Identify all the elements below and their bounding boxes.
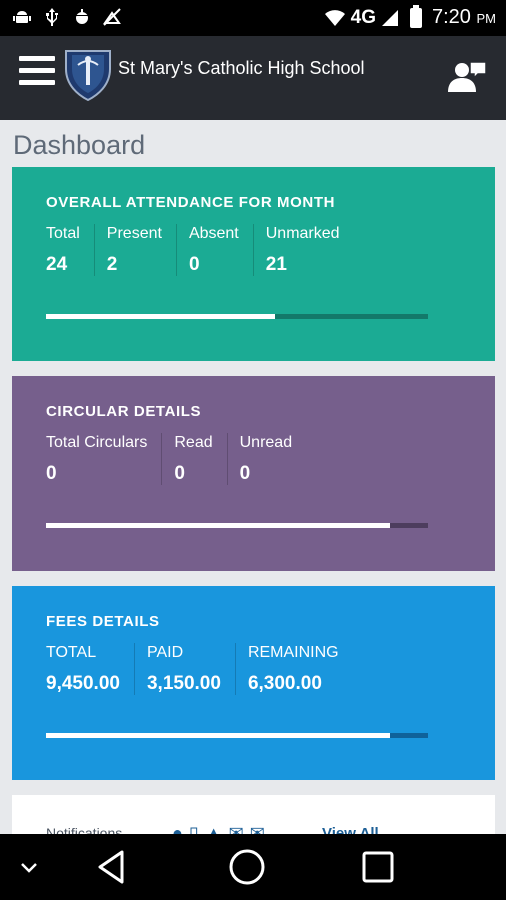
status-bar: 4G 7:20 PM bbox=[0, 0, 506, 36]
circulars-progress-bar bbox=[46, 523, 428, 528]
chevron-down-icon[interactable] bbox=[14, 834, 44, 900]
menu-icon[interactable] bbox=[19, 56, 55, 92]
recents-icon[interactable] bbox=[358, 834, 398, 900]
signal-icon bbox=[382, 9, 398, 26]
stat-label: Absent bbox=[188, 225, 239, 242]
progress-fill bbox=[46, 523, 390, 528]
attendance-card[interactable]: OVERALL ATTENDANCE FOR MONTH Total 24 Pre… bbox=[12, 167, 495, 361]
user-chat-icon[interactable] bbox=[448, 58, 488, 94]
chat-icon[interactable]: ● bbox=[172, 823, 183, 835]
stat-label: Total bbox=[46, 225, 80, 242]
no-hanger-icon bbox=[102, 7, 122, 27]
bell-icon[interactable]: ▲ bbox=[204, 823, 223, 835]
notifications-label: Notifications bbox=[46, 825, 123, 835]
fees-progress-bar bbox=[46, 733, 428, 738]
stat-value: 3,150.00 bbox=[146, 673, 221, 694]
notifications-card[interactable]: Notifications ● ▯ ▲ ✉ ✉ View All bbox=[12, 795, 495, 835]
stat-value: 0 bbox=[46, 463, 57, 484]
stat-label: Unmarked bbox=[265, 225, 340, 242]
stat-label: PAID bbox=[146, 644, 184, 661]
fees-card[interactable]: FEES DETAILS TOTAL 9,450.00 PAID 3,150.00 … bbox=[12, 586, 495, 780]
mail-outline-icon[interactable]: ✉ bbox=[228, 823, 244, 835]
wifi-icon bbox=[324, 9, 345, 26]
school-name: St Mary's Catholic High School bbox=[118, 58, 365, 78]
stat-value: 2 bbox=[106, 254, 118, 275]
network-type: 4G bbox=[350, 6, 376, 28]
stat-label: Total Circulars bbox=[46, 434, 148, 451]
attendance-card-title: OVERALL ATTENDANCE FOR MONTH bbox=[46, 194, 336, 211]
system-nav-bar bbox=[0, 834, 506, 900]
notification-icons bbox=[12, 7, 122, 27]
fees-card-title: FEES DETAILS bbox=[46, 613, 160, 630]
circulars-card-title: CIRCULAR DETAILS bbox=[46, 403, 202, 420]
notification-type-icons: ● ▯ ▲ ✉ ✉ bbox=[172, 823, 265, 835]
app-bar: St Mary's Catholic High School bbox=[0, 36, 506, 120]
stat-label: Read bbox=[174, 434, 213, 451]
mail-icon[interactable]: ✉ bbox=[249, 823, 265, 835]
battery-icon bbox=[410, 4, 422, 28]
fees-stats: TOTAL 9,450.00 PAID 3,150.00 REMAINING 6,30… bbox=[46, 643, 365, 695]
clock-ampm: PM bbox=[476, 11, 497, 26]
circulars-card[interactable]: CIRCULAR DETAILS Total Circulars 0 Read 0 … bbox=[12, 376, 495, 571]
circulars-stat-total: Total Circulars 0 bbox=[46, 433, 163, 485]
stat-value: 24 bbox=[46, 254, 68, 275]
stat-label: Unread bbox=[239, 434, 293, 451]
stat-value: 0 bbox=[174, 463, 185, 484]
stat-label: Present bbox=[106, 225, 162, 242]
home-icon[interactable] bbox=[225, 834, 269, 900]
stat-value: 0 bbox=[239, 463, 251, 484]
attendance-stat-total: Total 24 bbox=[46, 224, 95, 276]
attendance-stat-absent: Absent 0 bbox=[189, 224, 254, 276]
stat-label: REMAINING bbox=[247, 644, 339, 661]
android-debug-icon bbox=[72, 7, 92, 27]
progress-fill bbox=[46, 314, 276, 319]
document-icon[interactable]: ▯ bbox=[188, 823, 199, 835]
page-title: Dashboard bbox=[13, 130, 146, 160]
attendance-stat-unmarked: Unmarked 21 bbox=[266, 224, 354, 276]
fees-stat-remaining: REMAINING 6,300.00 bbox=[248, 643, 353, 695]
stat-value: 9,450.00 bbox=[46, 673, 120, 694]
attendance-stat-present: Present 2 bbox=[107, 224, 177, 276]
circulars-stat-read: Read 0 bbox=[174, 433, 228, 485]
school-crest-logo bbox=[65, 50, 111, 101]
view-all-link[interactable]: View All bbox=[322, 825, 379, 835]
fees-stat-total: TOTAL 9,450.00 bbox=[46, 643, 135, 695]
circulars-stat-unread: Unread 0 bbox=[240, 433, 306, 485]
usb-icon bbox=[42, 7, 62, 27]
attendance-progress-bar bbox=[46, 314, 428, 319]
clock: 7:20 PM bbox=[432, 6, 496, 29]
progress-fill bbox=[46, 733, 390, 738]
circulars-stats: Total Circulars 0 Read 0 Unread 0 bbox=[46, 433, 318, 485]
android-icon bbox=[12, 7, 32, 27]
stat-value: 0 bbox=[188, 254, 200, 275]
system-indicators: 4G 7:20 PM bbox=[324, 4, 496, 29]
back-icon[interactable] bbox=[92, 834, 132, 900]
clock-time: 7:20 bbox=[432, 6, 471, 28]
attendance-stats: Total 24 Present 2 Absent 0 Unmarked 21 bbox=[46, 224, 366, 276]
fees-stat-paid: PAID 3,150.00 bbox=[147, 643, 236, 695]
stat-value: 6,300.00 bbox=[247, 673, 322, 694]
stat-value: 21 bbox=[265, 254, 287, 275]
stat-label: TOTAL bbox=[46, 644, 97, 661]
